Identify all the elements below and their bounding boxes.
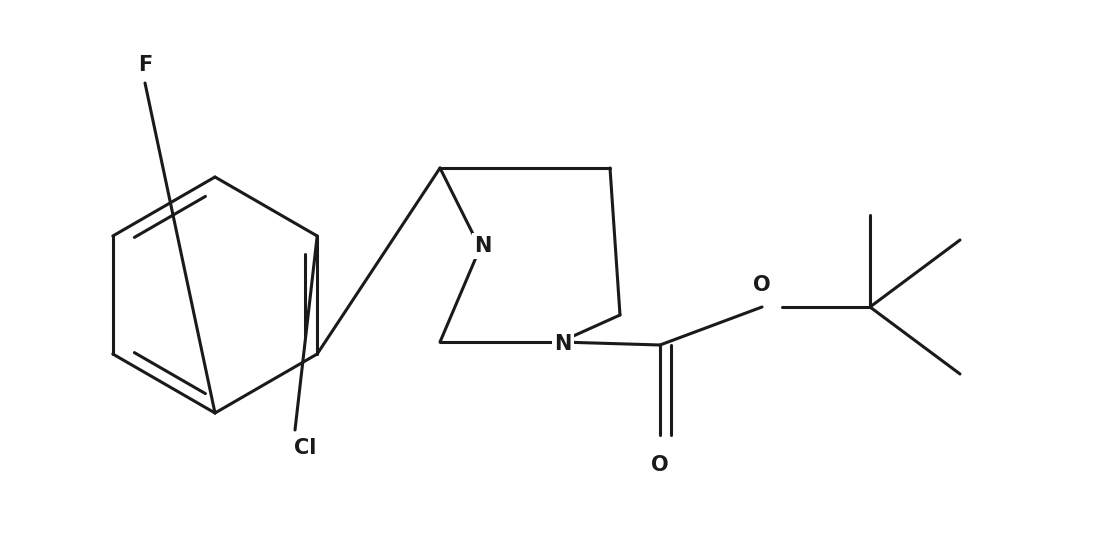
Text: O: O — [753, 275, 770, 295]
Text: Cl: Cl — [294, 438, 316, 458]
Text: N: N — [554, 334, 572, 354]
Text: F: F — [138, 55, 152, 75]
Text: O: O — [651, 455, 669, 475]
Text: N: N — [474, 236, 491, 256]
